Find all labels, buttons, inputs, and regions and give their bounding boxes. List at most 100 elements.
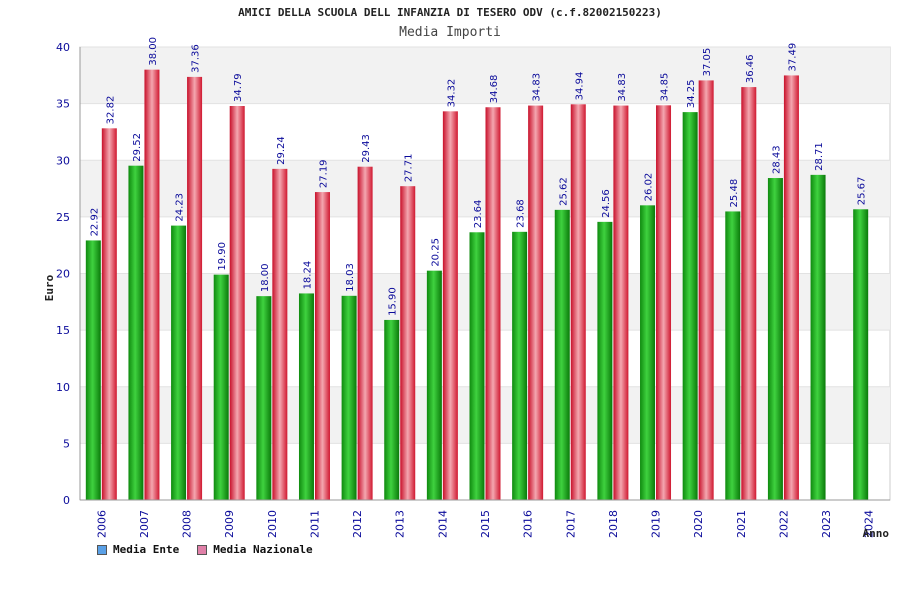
bar-media-nazionale [783,75,799,500]
value-label: 20.25 [430,238,441,267]
value-label: 22.92 [89,208,100,237]
bar-media-nazionale [528,105,544,501]
value-label: 25.67 [857,177,868,206]
y-tick-label: 15 [56,324,70,337]
bar-media-nazionale [187,76,203,500]
x-tick-label: 2020 [692,510,705,538]
bar-media-nazionale [101,128,117,500]
x-tick-label: 2011 [308,510,321,538]
value-label: 15.90 [388,287,399,316]
bar-media-nazionale [656,105,672,500]
value-label: 34.83 [617,73,628,102]
x-tick-label: 2019 [650,510,663,538]
bar-media-nazionale [613,105,629,501]
value-label: 34.32 [446,79,457,108]
y-tick-label: 30 [56,154,70,167]
chart-title: AMICI DELLA SCUOLA DELL INFANZIA DI TESE… [238,6,662,19]
y-tick-label: 40 [56,41,70,54]
value-label: 23.64 [473,200,484,229]
bar-media-nazionale [400,186,416,500]
bar-media-nazionale [272,168,288,500]
legend: Media Ente Media Nazionale [97,543,313,556]
bar-media-nazionale [442,111,458,501]
value-label: 18.03 [345,263,356,292]
value-label: 36.46 [745,54,756,83]
bar-media-ente [341,295,357,500]
x-tick-label: 2021 [735,510,748,538]
value-label: 34.68 [489,75,500,104]
value-label: 18.24 [302,261,313,290]
value-label: 28.43 [771,145,782,174]
value-label: 24.56 [601,189,612,218]
bar-media-ente [682,112,698,501]
value-label: 34.83 [532,73,543,102]
x-tick-label: 2007 [138,510,151,538]
value-label: 34.25 [686,79,697,108]
value-label: 27.71 [404,154,415,183]
value-label: 37.05 [702,48,713,77]
y-axis: 0 5 10 15 20 25 30 35 40 [56,41,81,507]
bar-media-ente [512,231,528,500]
bar-media-ente [256,296,272,500]
bar-media-nazionale [741,87,757,500]
bar-media-ente [384,319,400,500]
legend-item-nazionale: Media Nazionale [197,543,313,556]
value-label: 24.23 [175,193,186,222]
y-tick-label: 25 [56,211,70,224]
x-tick-label: 2014 [436,510,449,538]
x-tick-label: 2018 [607,510,620,538]
legend-swatch-nazionale [197,544,208,555]
x-tick-label: 2009 [223,510,236,538]
bar-media-ente [426,270,442,500]
legend-label-ente: Media Ente [113,543,180,556]
x-tick-label: 2012 [351,510,364,538]
bar-media-ente [810,174,826,500]
value-label: 34.85 [660,73,671,102]
value-label: 29.52 [132,133,143,162]
y-tick-label: 35 [56,98,70,111]
x-tick-label: 2022 [777,510,790,538]
bar-media-ente [554,209,570,500]
bar-media-ente [853,209,869,501]
bar-media-nazionale [570,104,586,500]
bar-media-nazionale [698,80,714,500]
bar-media-ente [128,165,144,500]
value-label: 23.68 [516,199,527,228]
bars: 22.92 32.82 29.52 38.00 24.23 37.36 19.90 34.79… [85,37,869,501]
y-tick-label: 5 [63,437,70,450]
x-tick-label: 2008 [181,510,194,538]
legend-item-ente: Media Ente [97,543,179,556]
value-label: 18.00 [260,264,271,293]
bar-media-nazionale [144,69,160,501]
value-label: 34.79 [233,73,244,102]
value-label: 37.36 [191,44,202,73]
x-tick-label: 2010 [266,510,279,538]
value-label: 19.90 [217,242,228,271]
value-label: 29.43 [361,134,372,163]
value-label: 27.19 [318,159,329,188]
bar-media-ente [298,293,314,500]
y-tick-label: 20 [56,268,70,281]
x-tick-label: 2006 [95,510,108,538]
x-axis: 2006 2007 2008 2009 2010 2011 2012 2013 2014 2015… [80,499,890,538]
value-label: 25.62 [558,177,569,206]
x-tick-label: 2024 [863,510,876,538]
legend-label-nazionale: Media Nazionale [213,543,313,556]
bar-media-nazionale [314,192,330,501]
bar-media-ente [767,178,783,500]
x-tick-label: 2013 [394,510,407,538]
value-label: 32.82 [105,96,116,125]
value-label: 37.49 [787,43,798,72]
value-label: 29.24 [276,136,287,165]
value-label: 25.48 [729,179,740,208]
bar-media-ente [213,274,229,500]
x-tick-label: 2015 [479,510,492,538]
x-tick-label: 2023 [820,510,833,538]
x-tick-label: 2017 [564,510,577,538]
bar-media-ente [469,232,485,501]
x-tick-label: 2016 [522,510,535,538]
value-label: 38.00 [148,37,159,66]
bar-media-ente [725,211,741,500]
x-axis-title: Anno [863,527,890,540]
